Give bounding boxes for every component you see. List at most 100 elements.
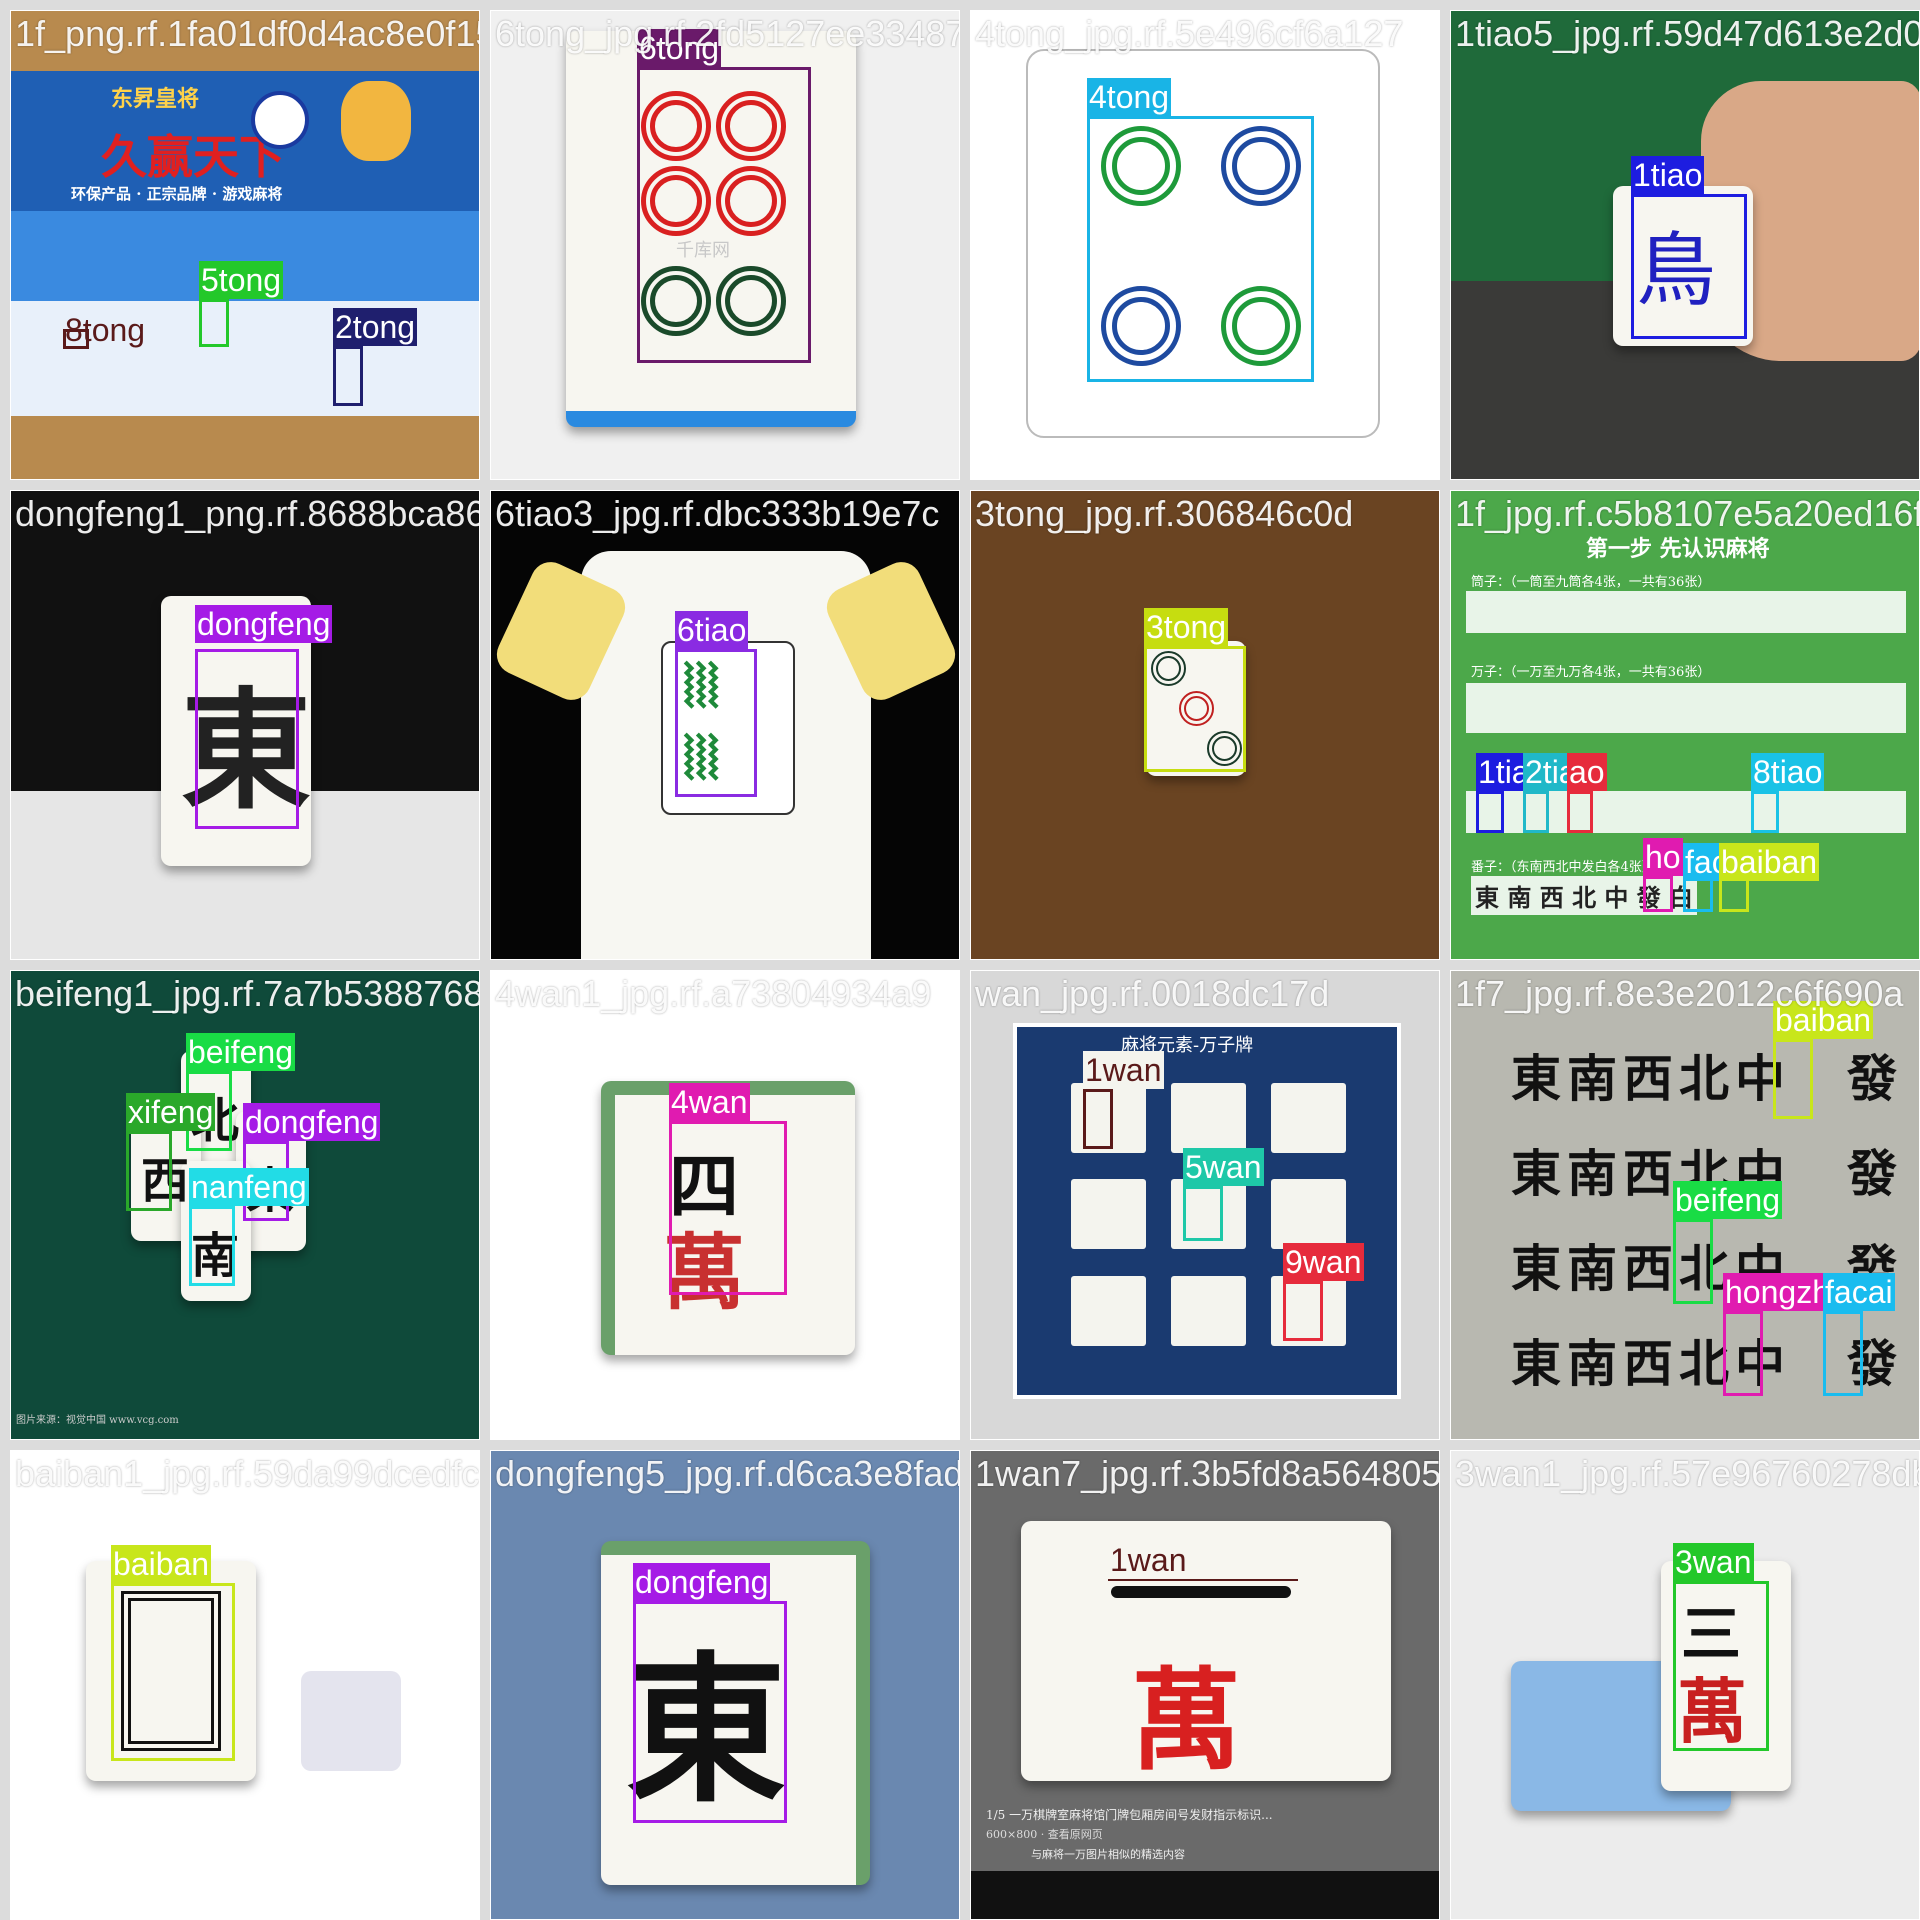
si-glyph: 四 xyxy=(669,1145,739,1228)
detection-label-6tiao: 6tiao xyxy=(675,611,749,649)
dong-glyph: 東 xyxy=(181,674,312,827)
detection-label-dongfeng: dongfeng xyxy=(633,1563,771,1601)
box-brand-text: 东昇皇将 xyxy=(111,86,200,112)
winds-row: 東 南 西 北 中 發 白 xyxy=(1471,876,1698,915)
detection-label-nanfeng: nanfeng xyxy=(189,1168,309,1206)
tile-filename: 1f_jpg.rf.c5b8107e5a20ed16f9 xyxy=(1455,493,1920,534)
detection-label-dongfeng: dongfeng xyxy=(243,1103,381,1141)
grid-tile-11: 東南西北中 發東南西北中 發東南西北中 發東南西北中 發 baiban beif… xyxy=(1450,970,1920,1440)
detection-label-6tong: 6tong xyxy=(637,29,722,67)
tile-filename: 1f_png.rf.1fa01df0d4ac8e0f1578127ee33487 xyxy=(15,13,479,54)
detection-box-baiban xyxy=(1719,876,1749,912)
wan-glyph: 萬 xyxy=(1677,1670,1747,1753)
caption-text: 1/5 一万棋牌室麻将馆门牌包厢房间号发财指示标识... xyxy=(986,1808,1273,1822)
photo-credit: 图片来源：视觉中国 www.vcg.com xyxy=(16,1415,179,1426)
detection-box-4wan xyxy=(669,1121,787,1295)
detection-box-xifeng xyxy=(126,1131,172,1211)
xi-glyph: 西 xyxy=(141,1153,190,1209)
detection-label-beifeng: beifeng xyxy=(186,1033,295,1071)
wan-tile-8 xyxy=(1171,1276,1246,1346)
grid-tile-5: ⦚⦚⦚ ⦚⦚⦚ 6tiao 6tiao3_jpg.rf.dbc333b19e7c xyxy=(490,490,960,960)
detection-box-8tong xyxy=(63,329,89,349)
mahjong-tile xyxy=(1661,1561,1791,1791)
san-glyph: 三 xyxy=(1681,1600,1741,1670)
wan-glyph: 萬 xyxy=(1131,1656,1241,1785)
wan-tile-3 xyxy=(1271,1083,1346,1153)
wan-row xyxy=(1466,683,1906,733)
grid-tile-4: 東 dongfeng dongfeng1_png.rf.8688bca86b xyxy=(10,490,480,960)
box-subtitle-text: 环保产品 · 正宗品牌 · 游戏麻将 xyxy=(71,185,283,203)
wan-tile-4 xyxy=(1071,1179,1146,1249)
tile-card xyxy=(1026,49,1380,438)
tile-filename: beifeng1_jpg.rf.7a7b53887682 xyxy=(15,973,480,1014)
dark-circle-icon xyxy=(1151,651,1186,686)
small-white-tile xyxy=(301,1671,401,1771)
detection-label-5tong: 5tong xyxy=(199,261,284,299)
detection-box-2tong xyxy=(333,346,363,406)
watermark-text: 千库网 xyxy=(676,240,730,261)
honors-grid-glyphs: 東南西北中 發東南西北中 發東南西北中 發東南西北中 發 xyxy=(1511,1049,1903,1393)
grid-tile-13: 東 dongfeng dongfeng5_jpg.rf.d6ca3e8fad xyxy=(490,1450,960,1920)
detection-box-nanfeng xyxy=(189,1206,235,1286)
detection-box-6tong xyxy=(637,67,811,363)
poster-title: 麻将元素-万子牌 xyxy=(1121,1035,1254,1056)
tong-row xyxy=(1466,591,1906,633)
bird-glyph: 鳥 xyxy=(1636,224,1716,317)
wan-glyph: 萬 xyxy=(663,1225,746,1321)
wan-tile-7 xyxy=(1071,1276,1146,1346)
detection-box-1wan xyxy=(1108,1579,1298,1581)
detection-box-5tong xyxy=(199,299,229,347)
phone-nav-bar[interactable] xyxy=(971,1871,1439,1919)
detection-box-baiban xyxy=(111,1583,235,1761)
wan-tile-6 xyxy=(1271,1179,1346,1249)
detection-box-8tiao xyxy=(1751,791,1779,833)
tile-filename: dongfeng5_jpg.rf.d6ca3e8fad xyxy=(495,1453,960,1494)
detection-box-9wan xyxy=(1283,1281,1323,1341)
detection-label-beifeng: beifeng xyxy=(1673,1181,1782,1219)
similar-text: 与麻将一万图片相似的精选内容 xyxy=(1031,1848,1185,1861)
grid-tile-15: 三 萬 3wan 3wan1_jpg.rf.57e96760278db xyxy=(1450,1450,1920,1920)
detection-label-9wan: 9wan xyxy=(1283,1243,1364,1281)
wan-tile-2 xyxy=(1171,1083,1246,1153)
dark-circle-icon xyxy=(1207,731,1242,766)
tile-filename: 3tong_jpg.rf.306846c0d xyxy=(975,493,1354,534)
grid-tile-14: 萬 1wan 1/5 一万棋牌室麻将馆门牌包厢房间号发财指示标识... 600×… xyxy=(970,1450,1440,1920)
detection-label-4tong: 4tong xyxy=(1087,78,1172,116)
grid-tile-9: 四 萬 4wan 4wan1_jpg.rf.a73804934a9 xyxy=(490,970,960,1440)
detection-label-5wan: 5wan xyxy=(1183,1148,1264,1186)
nan-glyph: 南 xyxy=(191,1228,240,1284)
tile-filename: 6tong_jpg.rf.2fd5127ee33487 xyxy=(495,13,960,54)
dong-glyph: 東 xyxy=(626,1636,787,1824)
grid-tile-1: 千库网 6tong 6tong_jpg.rf.2fd5127ee33487 xyxy=(490,10,960,480)
detection-box-hongzhong xyxy=(1723,1311,1763,1396)
detection-box-1wan xyxy=(1083,1089,1113,1149)
tile-filename: 6tiao3_jpg.rf.dbc333b19e7c xyxy=(495,493,940,534)
detection-label-3tong: 3tong xyxy=(1144,608,1229,646)
detection-box-2tiao xyxy=(1523,791,1549,833)
tile-filename: 1tiao5_jpg.rf.59d47d613e2d0 xyxy=(1455,13,1920,54)
mahjong-tile xyxy=(601,1081,855,1355)
tile-filename: 3wan1_jpg.rf.57e96760278db xyxy=(1455,1453,1920,1494)
detection-box-3tong xyxy=(1144,646,1246,772)
detection-label-2tong: 2tong xyxy=(333,308,418,346)
detection-box-beifeng xyxy=(1673,1219,1713,1304)
tile-filename: 1wan7_jpg.rf.3b5fd8a5648058 xyxy=(975,1453,1440,1494)
detection-label-1tiao: 1tia xyxy=(1476,753,1532,791)
grid-tile-2: 4tong 4tong_jpg.rf.5e496cf6a127 xyxy=(970,10,1440,480)
grid-tile-3: 鳥 1tiao 1tiao5_jpg.rf.59d47d613e2d0 xyxy=(1450,10,1920,480)
baiban-frame xyxy=(121,1591,221,1751)
detection-label-dongfeng: dongfeng xyxy=(195,605,333,643)
detection-label-8tong: 8tong xyxy=(65,312,146,348)
detection-box-baiban xyxy=(1773,1039,1813,1119)
detection-box-4tong xyxy=(1087,116,1314,382)
detection-label-1wan: 1wan xyxy=(1110,1542,1187,1578)
detection-label-facai: facai xyxy=(1823,1273,1895,1311)
bamboo-glyph: ⦚⦚⦚ ⦚⦚⦚ xyxy=(683,653,720,793)
price-text: 600×800 · 查看原网页 xyxy=(986,1828,1103,1841)
detection-box-3tiao xyxy=(1567,791,1593,833)
detection-box-5wan xyxy=(1183,1186,1223,1241)
grid-tile-12: baiban baiban1_jpg.rf.59da99dcedfc xyxy=(10,1450,480,1920)
detection-label-baiban: baiban xyxy=(111,1545,212,1583)
detection-box-1tiao xyxy=(1631,194,1747,339)
